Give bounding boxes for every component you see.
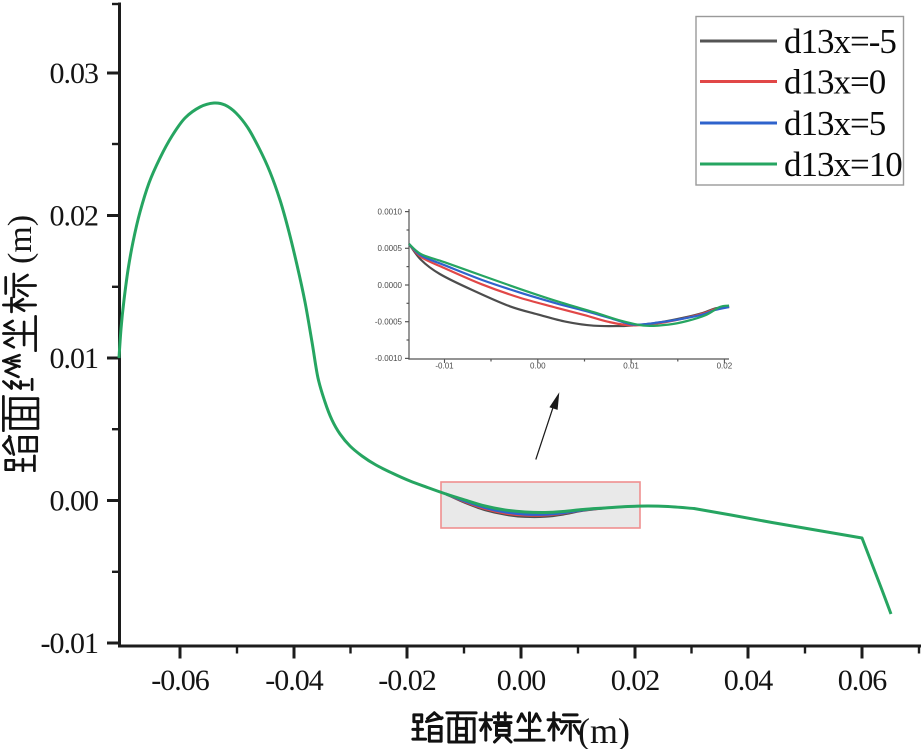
svg-text:0.06: 0.06: [838, 664, 888, 697]
svg-text:0.03: 0.03: [50, 57, 99, 90]
svg-text:0.02: 0.02: [717, 362, 733, 371]
svg-text:-0.0010: -0.0010: [375, 354, 403, 363]
svg-text:0.0010: 0.0010: [378, 207, 403, 216]
svg-text:-0.02: -0.02: [378, 664, 436, 697]
svg-text:-0.06: -0.06: [151, 664, 209, 697]
svg-text:0.01: 0.01: [50, 342, 99, 375]
svg-text:-0.01: -0.01: [435, 362, 454, 371]
svg-text:(m): (m): [2, 215, 39, 264]
svg-text:0.00: 0.00: [530, 362, 546, 371]
svg-text:0.02: 0.02: [50, 200, 99, 233]
svg-text:-0.01: -0.01: [41, 627, 99, 660]
svg-text:d13x=-5: d13x=-5: [784, 22, 896, 61]
svg-text:-0.0005: -0.0005: [375, 318, 403, 327]
svg-text:0.01: 0.01: [623, 362, 639, 371]
svg-text:0.02: 0.02: [611, 664, 660, 697]
svg-text:0.00: 0.00: [50, 485, 99, 518]
svg-text:0.04: 0.04: [724, 664, 774, 697]
svg-text:(m): (m): [578, 711, 630, 749]
svg-text:0.0000: 0.0000: [378, 281, 403, 290]
svg-text:0.00: 0.00: [497, 664, 546, 697]
svg-text:d13x=0: d13x=0: [784, 63, 886, 102]
svg-text:d13x=5: d13x=5: [784, 104, 886, 143]
svg-text:d13x=10: d13x=10: [784, 145, 902, 184]
svg-text:0.0005: 0.0005: [378, 244, 403, 253]
svg-text:-0.04: -0.04: [265, 664, 323, 697]
